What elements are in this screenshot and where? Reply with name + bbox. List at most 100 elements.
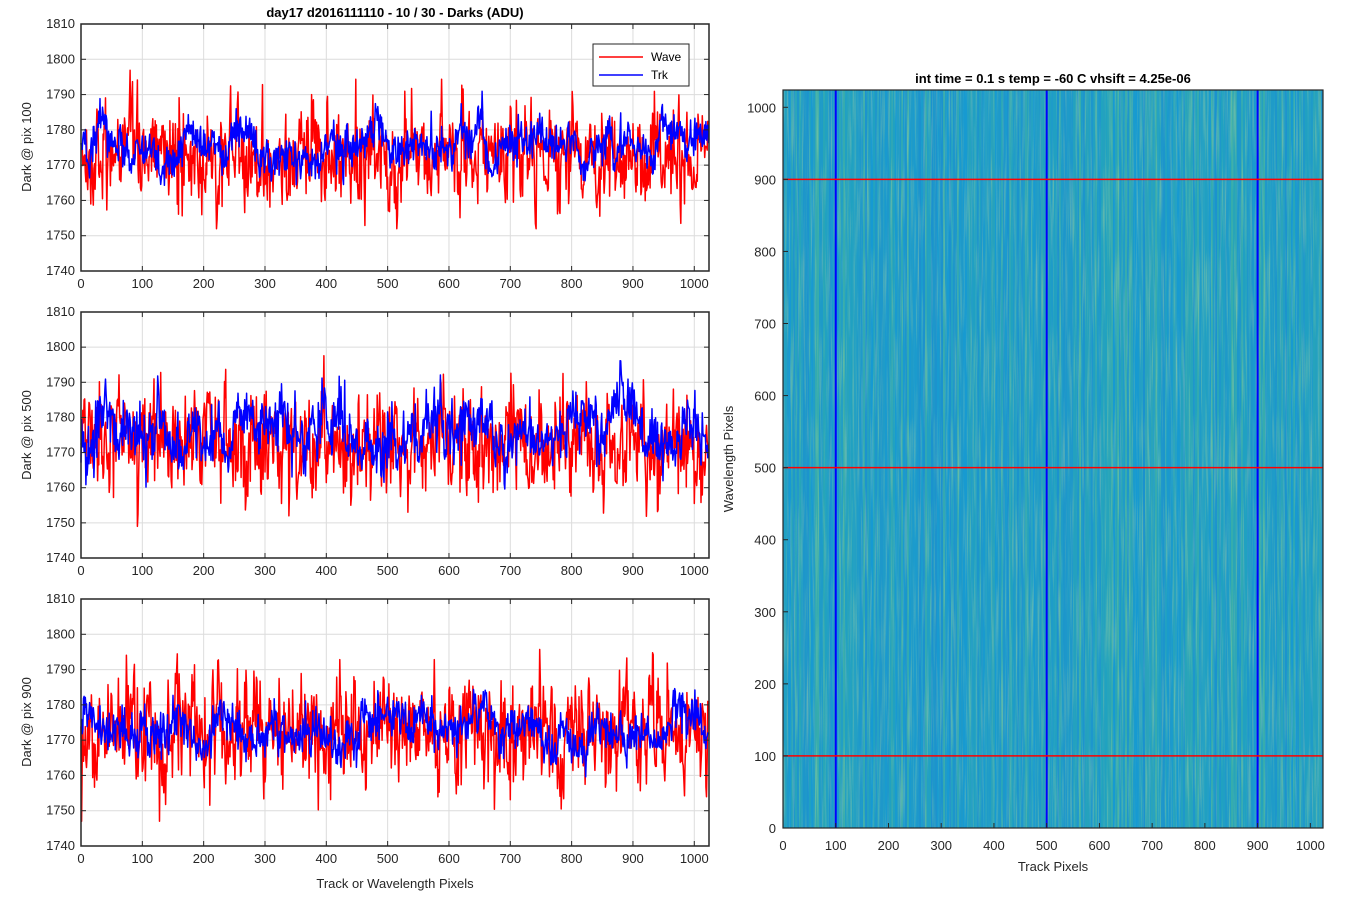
ticks-heatmap: 0 100 200 300 400 500 600 700 800 900 1000 0 100 200 3… xyxy=(747,100,1325,853)
tick-label-y: 1740 xyxy=(46,263,75,278)
tick-label-y: 1800 xyxy=(46,51,75,66)
legend-label-trk: Trk xyxy=(651,68,669,82)
tick-label-x: 100 xyxy=(131,276,153,291)
ticks-pix500: 0 100 200 300 400 500 600 700 800 900 1000 1740 1750… xyxy=(46,304,709,578)
tick-label-y: 800 xyxy=(754,244,776,259)
tick-label-x: 200 xyxy=(878,838,900,853)
tick-label-x: 900 xyxy=(622,563,644,578)
tick-label-x: 700 xyxy=(499,851,521,866)
tick-label-x: 300 xyxy=(254,276,276,291)
tick-label-x: 700 xyxy=(499,276,521,291)
tick-label-x: 500 xyxy=(377,563,399,578)
tick-label-y: 1780 xyxy=(46,122,75,137)
tick-label-y: 1770 xyxy=(46,732,75,747)
tick-label-y: 1760 xyxy=(46,767,75,782)
tick-label-y: 900 xyxy=(754,172,776,187)
tick-label-x: 500 xyxy=(377,276,399,291)
tick-label-y: 1800 xyxy=(46,339,75,354)
axes-frame-pix500 xyxy=(80,311,710,559)
tick-label-x: 1000 xyxy=(680,563,709,578)
series-line-trk xyxy=(80,687,709,778)
ylabel-pix500: Dark @ pix 500 xyxy=(19,390,34,480)
tick-label-x: 800 xyxy=(561,276,583,291)
tick-label-x: 900 xyxy=(622,276,644,291)
tick-label-x: 800 xyxy=(561,851,583,866)
xlabel-heatmap: Track Pixels xyxy=(1018,859,1089,874)
tick-label-y: 1750 xyxy=(46,803,75,818)
tick-label-x: 600 xyxy=(438,276,460,291)
series-line-wave xyxy=(80,354,710,528)
tick-label-y: 1790 xyxy=(46,87,75,102)
tick-label-x: 300 xyxy=(930,838,952,853)
series-pix500 xyxy=(80,354,710,528)
panel-pix500: 0 100 200 300 400 500 600 700 800 900 1000 1740 1750… xyxy=(19,304,710,578)
tick-label-y: 1760 xyxy=(46,192,75,207)
series-line-wave xyxy=(80,648,709,823)
tick-label-y: 1800 xyxy=(46,626,75,641)
tick-label-y: 400 xyxy=(754,533,776,548)
tick-label-x: 0 xyxy=(77,563,84,578)
tick-label-y: 1780 xyxy=(46,697,75,712)
ylabel-heatmap: Wavelength Pixels xyxy=(721,405,736,512)
figure-title: day17 d2016111110 - 10 / 30 - Darks (ADU… xyxy=(266,5,523,20)
series-line-wave xyxy=(80,69,710,230)
tick-label-y: 1790 xyxy=(46,374,75,389)
tick-label-x: 0 xyxy=(77,851,84,866)
tick-label-y: 1750 xyxy=(46,515,75,530)
tick-label-y: 700 xyxy=(754,317,776,332)
axes-frame-heatmap xyxy=(782,89,1324,829)
tick-label-x: 600 xyxy=(1089,838,1111,853)
tick-label-y: 1770 xyxy=(46,157,75,172)
tick-label-x: 900 xyxy=(622,851,644,866)
tick-label-y: 1780 xyxy=(46,409,75,424)
tick-label-x: 1000 xyxy=(680,276,709,291)
tick-label-x: 200 xyxy=(193,851,215,866)
tick-label-x: 1000 xyxy=(1296,838,1325,853)
tick-label-y: 1810 xyxy=(46,591,75,606)
series-pix900 xyxy=(80,648,709,823)
tick-label-x: 600 xyxy=(438,851,460,866)
tick-label-y: 200 xyxy=(754,677,776,692)
tick-label-y: 0 xyxy=(769,821,776,836)
legend: Wave Trk xyxy=(592,43,690,87)
tick-label-x: 1000 xyxy=(680,851,709,866)
tick-label-x: 300 xyxy=(254,563,276,578)
heatmap-image xyxy=(783,90,1323,828)
xlabel-left: Track or Wavelength Pixels xyxy=(316,876,474,891)
panel-dark-frame: 0 100 200 300 400 500 600 700 800 900 1000 0 100 200 3… xyxy=(721,71,1325,874)
tick-label-x: 400 xyxy=(983,838,1005,853)
tick-label-x: 800 xyxy=(1194,838,1216,853)
tick-label-x: 400 xyxy=(315,851,337,866)
tick-label-y: 1760 xyxy=(46,480,75,495)
tick-label-y: 1770 xyxy=(46,445,75,460)
tick-label-y: 1810 xyxy=(46,304,75,319)
tick-label-x: 400 xyxy=(315,563,337,578)
tick-label-x: 700 xyxy=(499,563,521,578)
ylabel-pix900: Dark @ pix 900 xyxy=(19,677,34,767)
ticks-pix900: 0 100 200 300 400 500 600 700 800 900 1000 1740 1750… xyxy=(46,591,709,866)
tick-label-x: 600 xyxy=(438,563,460,578)
tick-label-x: 100 xyxy=(131,851,153,866)
tick-label-x: 100 xyxy=(825,838,847,853)
tick-label-x: 100 xyxy=(131,563,153,578)
legend-label-wave: Wave xyxy=(651,50,682,64)
panel-pix100: 0 100 200 300 400 500 600 700 800 900 1000 1740 1750… xyxy=(19,5,710,291)
tick-label-y: 1740 xyxy=(46,838,75,853)
tick-label-x: 300 xyxy=(254,851,276,866)
heatmap-markers xyxy=(783,90,1323,828)
tick-label-y: 1750 xyxy=(46,228,75,243)
tick-label-x: 800 xyxy=(561,563,583,578)
tick-label-y: 100 xyxy=(754,749,776,764)
tick-label-y: 1000 xyxy=(747,100,776,115)
tick-label-x: 0 xyxy=(779,838,786,853)
tick-label-y: 1810 xyxy=(46,16,75,31)
panel-pix900: 0 100 200 300 400 500 600 700 800 900 1000 1740 1750… xyxy=(19,591,710,891)
axes-frame-pix900 xyxy=(80,598,710,847)
legend-box xyxy=(592,43,690,87)
heatmap-noise xyxy=(783,90,1323,828)
tick-label-y: 600 xyxy=(754,389,776,404)
tick-label-x: 200 xyxy=(193,276,215,291)
series-line-trk xyxy=(80,360,710,490)
tick-label-x: 0 xyxy=(77,276,84,291)
